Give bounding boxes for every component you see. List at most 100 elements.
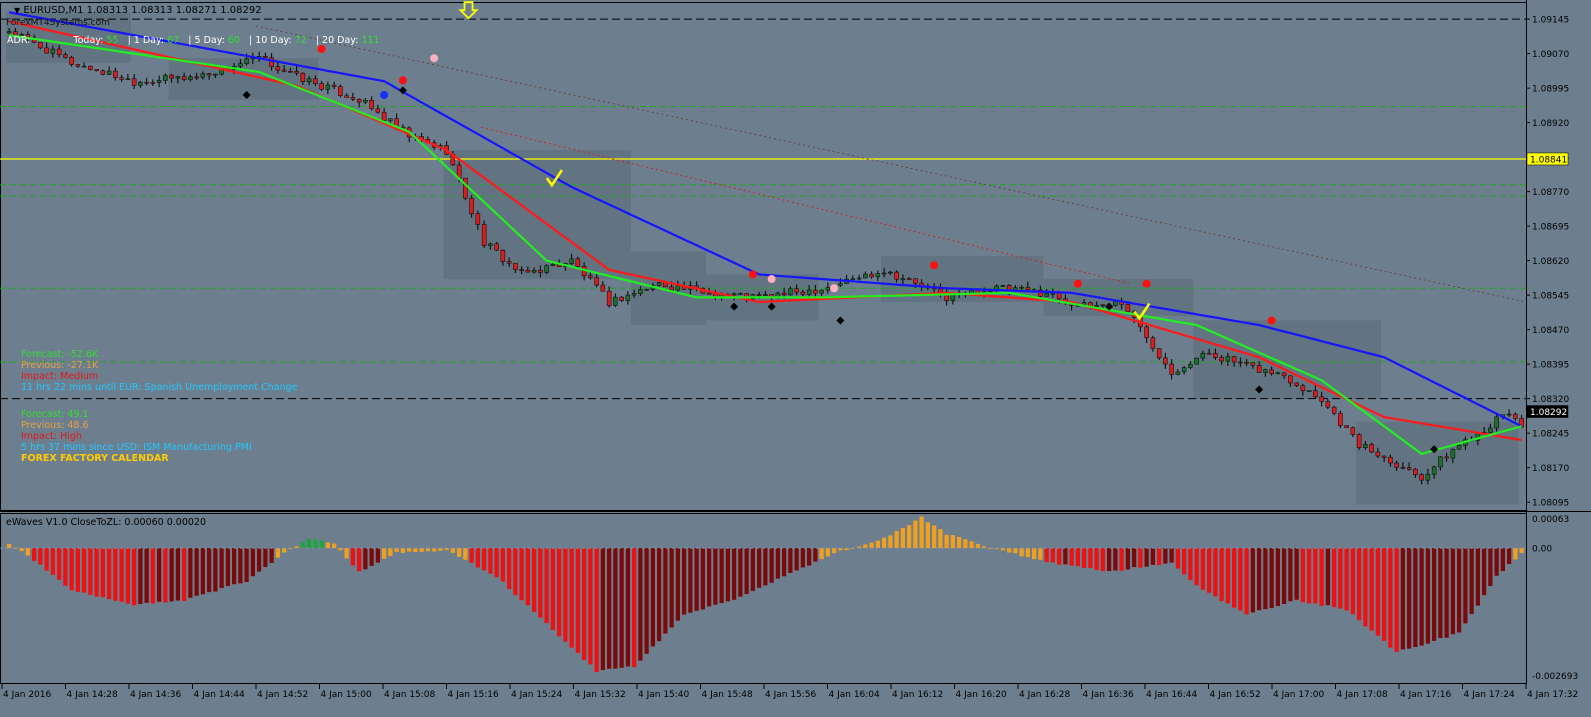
indicator-axis-label: 0.00 [1532,545,1552,555]
current-price-tag: 1.08292 [1530,408,1567,418]
histogram-bar [257,548,262,572]
histogram-bar [119,548,124,602]
time-tick-label: 4 Jan 15:48 [702,690,754,700]
candle-bear [506,261,512,264]
candle-bear [1219,357,1224,362]
histogram-bar [1007,548,1012,553]
histogram-bar [825,548,830,557]
candle-bull [656,282,662,286]
indicator-title: eWaves V1.0 CloseToZL: 0.00060 0.00020 [6,517,207,528]
histogram-bar [738,548,743,597]
histogram-bar [857,546,862,549]
news-forecast: Forecast: -52.6K [21,349,99,360]
histogram-bar [582,548,587,660]
histogram-bar [938,529,943,549]
histogram-bar [1344,548,1349,611]
adr-5day-value: 60 [227,35,240,46]
histogram-bar [782,548,787,577]
histogram-bar [94,548,99,597]
candle-bear [131,78,137,86]
trendline-dotted-red[interactable] [480,126,1132,285]
candle-bear [1169,363,1174,375]
candle-bull [1181,367,1187,373]
time-tick-label: 4 Jan 17:32 [1527,690,1578,700]
histogram-bar [588,548,593,665]
level-price-tag-box [1526,152,1569,166]
candle-bear [1313,390,1318,398]
histogram-bar [557,548,562,637]
checkmark-icon [545,169,563,188]
candle-bull [1113,301,1118,306]
candle-bear [44,47,49,54]
candle-bear [1344,425,1349,429]
histogram-bar [1475,548,1480,606]
histogram-bar [163,548,168,603]
histogram-bar [407,548,412,552]
histogram-bar [107,548,112,600]
time-tick-label: 4 Jan 16:04 [829,690,881,700]
histogram-bar [894,530,899,549]
histogram-bar [1263,548,1268,610]
candle-bull [363,99,368,103]
histogram-bar [1232,548,1237,608]
price-tick-label: 1.08695 [1532,223,1569,233]
histogram-bar [507,548,512,590]
candle-bear [669,286,674,291]
candle-bear [169,74,174,79]
histogram-bar [300,542,305,549]
candle-bull [156,80,162,83]
time-axis: 4 Jan 2016 4 Jan 14:28 4 Jan 14:36 4 Jan 14… [1,684,1578,700]
histogram-bar [450,548,455,553]
trendline-dotted[interactable] [255,25,1527,303]
histogram-bar [719,548,724,604]
histogram-bar [1150,548,1155,565]
histogram-bar [813,548,818,562]
horizontal-levels[interactable] [0,18,1527,400]
watermark-text: ForexMT4Systems.com [6,18,110,28]
histogram-bar [900,527,905,549]
histogram-bar [1219,548,1224,602]
histogram-bar [1394,548,1399,652]
price-tick-label: 1.08470 [1532,326,1569,336]
histogram-bar [175,548,180,601]
candle-bull [863,273,868,279]
candle-bull [788,288,793,296]
histogram-bar [1019,548,1024,557]
histogram-bar [157,548,162,602]
candle-bear [381,111,387,121]
moving-averages [8,11,1523,456]
candle-bull [200,73,206,78]
candle-bull [950,294,956,301]
candle-bear [194,76,199,79]
candle-bear [1038,289,1043,297]
histogram-bar [82,548,87,593]
candle-bear [1294,382,1299,386]
histogram-bar [757,548,762,588]
candle-bull [763,294,768,296]
time-tick-label: 4 Jan 17:24 [1464,690,1516,700]
candle-bear [69,57,74,65]
candle-bull [875,273,881,278]
price-tick-label: 1.08095 [1532,499,1569,509]
candle-bull [625,294,631,301]
histogram-bar [1144,548,1149,567]
histogram-bar [1244,548,1249,615]
candle-bull [50,48,56,54]
histogram-bar [913,520,918,549]
adr-20day-value: 111 [361,35,380,46]
histogram-bar [388,548,393,556]
dropdown-triangle-icon[interactable]: ▼ [14,6,21,15]
histogram-bar [944,534,949,549]
time-tick-label: 4 Jan 17:08 [1337,690,1389,700]
histogram-bar [1094,548,1099,571]
candle-bull [638,289,643,294]
histogram-bar [344,548,349,559]
time-tick-label: 4 Jan 16:12 [892,690,943,700]
diamond-marker [730,302,739,311]
candle-bear [1250,362,1256,366]
candle-bull [1019,286,1024,289]
adr-1day-label: 1 Day: [133,35,165,46]
candle-bear [1206,352,1212,355]
